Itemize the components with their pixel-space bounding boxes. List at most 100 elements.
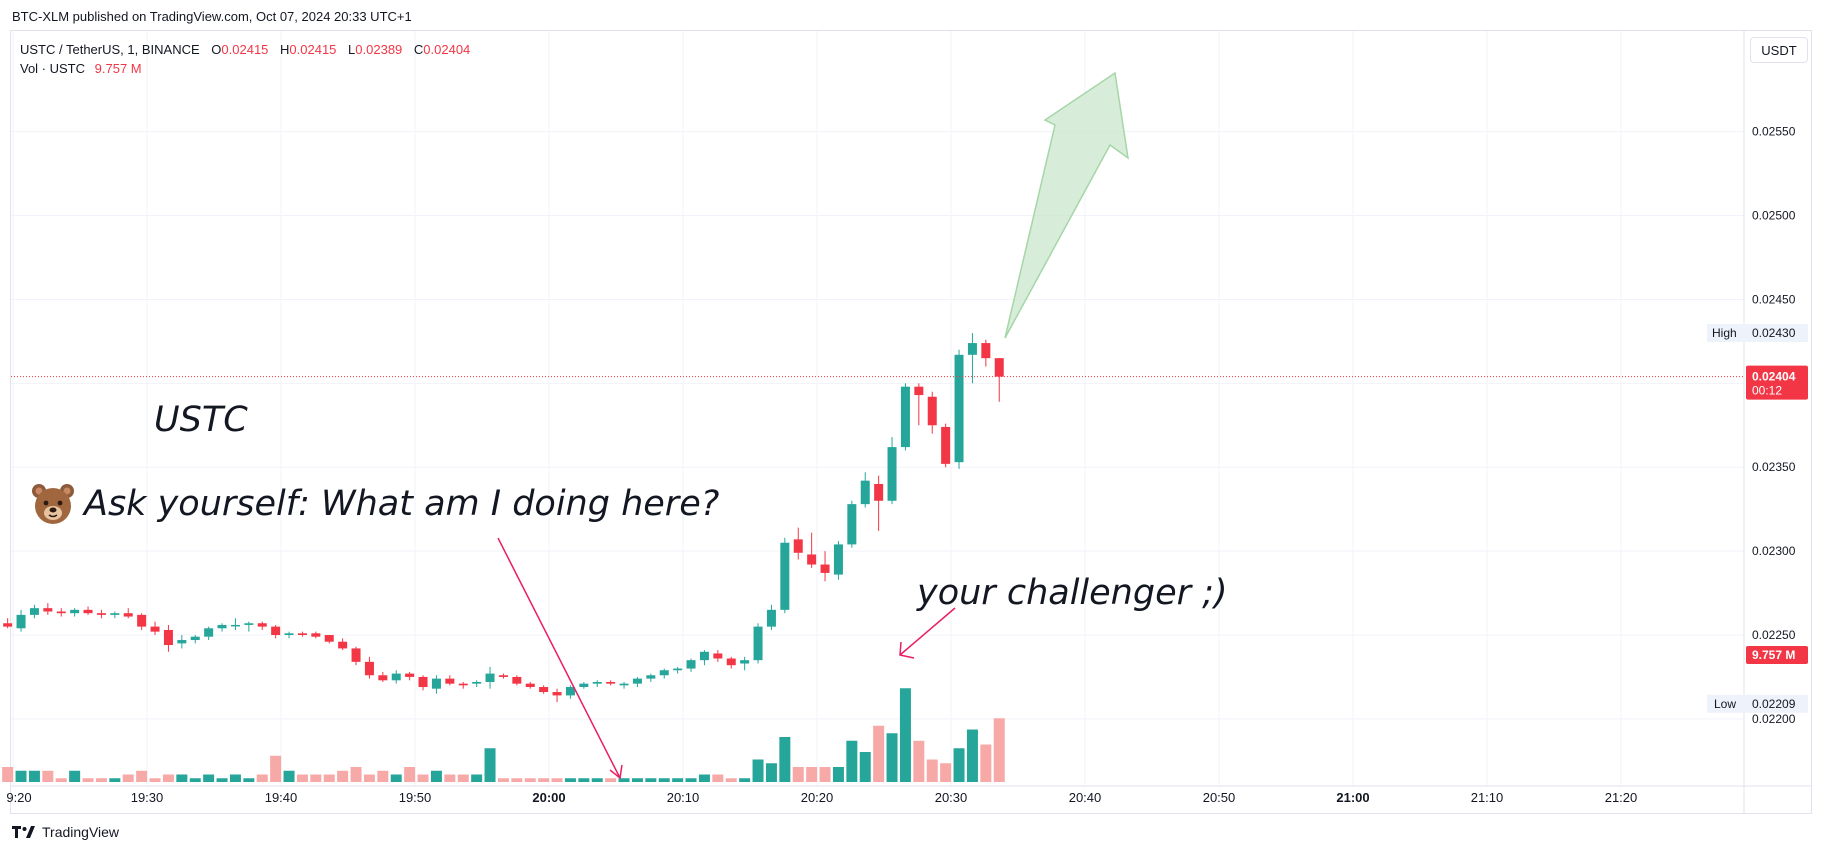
volume-bar [430,770,442,782]
y-tick-label: 0.02550 [1752,125,1796,139]
candle-body [820,564,830,573]
volume-bar [229,774,241,782]
volume-bar [444,774,456,782]
candle-body [3,623,13,627]
candle-body [324,635,334,642]
candle-body [914,386,924,396]
volume-key[interactable]: Vol · USTC [20,61,86,76]
symbol-label[interactable]: USTC / TetherUS, 1, BINANCE [20,42,200,57]
volume-bar [95,778,107,782]
candle-body [981,343,991,359]
volume-bar [524,778,536,782]
volume-bar [471,774,483,782]
candle-body [927,396,937,426]
volume-bar [176,774,188,782]
volume-bar [310,774,322,782]
volume-bar [162,774,174,782]
candle-body [525,683,535,688]
candle-body [686,660,696,669]
y-tick-label: 0.02300 [1752,544,1796,558]
footer: TradingView [12,824,119,840]
chart-frame [10,30,1812,814]
y-tick-label: 0.02250 [1752,628,1796,642]
low-badge-value: 0.02209 [1752,697,1796,711]
volume-bar [966,729,978,782]
volume-bar [417,774,429,782]
volume-bar [698,774,710,782]
candle-body [994,358,1004,377]
candle-body [445,678,455,684]
currency-button[interactable]: USDT [1750,37,1808,63]
volume-badge-value: 9.757 M [1752,648,1795,662]
footer-brand[interactable]: TradingView [42,824,120,840]
candle-body [338,641,348,649]
volume-bar [685,778,697,782]
tradingview-logo-icon[interactable] [12,825,36,839]
annotation-challenger[interactable]: your challenger ;) [917,573,1228,613]
candle-body [418,676,428,688]
last-price-badge-value: 0.02404 [1752,370,1796,384]
candle-body [217,624,227,629]
candle-body [257,623,267,627]
close-value: 0.02404 [423,42,471,57]
volume-bar [672,778,684,782]
up-arrow-drawing [1004,71,1130,339]
countdown-label: 00:12 [1752,384,1782,398]
candle-body [431,678,441,689]
y-tick-label: 0.02350 [1752,460,1796,474]
candle-body [137,614,147,627]
candle-body [244,623,254,625]
volume-bar [323,774,335,782]
volume-bar [497,778,509,782]
candle-body [498,675,508,677]
candle-body [83,609,93,614]
high-badge-bg [1707,324,1808,342]
volume-bar [538,778,550,782]
candle-body [163,629,173,646]
candle-body [673,668,683,671]
annotation-ask[interactable]: Ask yourself: What am I doing here? [30,481,719,527]
volume-bar [846,740,858,782]
pointer-head-ask [609,764,623,780]
candle-body [900,386,910,448]
x-tick-label: 19:50 [399,790,432,805]
last-price-badge-bg [1746,365,1808,400]
volume-bar [283,770,295,782]
chart-legend: USTC / TetherUS, 1, BINANCE O0.02415 H0.… [20,40,470,78]
volume-bar [779,737,791,782]
volume-bar [980,744,992,782]
pointer-line-ask [497,537,621,779]
high-value: 0.02415 [289,42,337,57]
pointer-line-challenger [899,607,956,656]
candle-body [646,675,656,679]
candle-body [110,613,120,615]
annotation-ustc[interactable]: USTC [154,400,248,440]
candle-body [311,633,321,637]
volume-bar [631,778,643,782]
volume-bar [899,688,911,782]
volume-bar [82,778,94,782]
candle-body [874,484,884,501]
volume-bar [15,770,27,782]
candle-body [56,611,66,614]
candle-body [941,426,951,464]
volume-bar [270,755,282,782]
volume-bar [712,774,724,782]
x-tick-label: 20:00 [532,790,565,805]
volume-bar [2,767,14,782]
candle-body [713,653,723,659]
open-value: 0.02415 [221,42,269,57]
candle-body [860,480,870,505]
volume-bar [203,774,215,782]
y-tick-label: 0.02200 [1752,712,1796,726]
candle-body [579,683,589,688]
volume-bar [605,778,617,782]
x-tick-label: 19:30 [131,790,164,805]
candle-body [766,609,776,627]
volume-value: 9.757 M [94,61,142,76]
candle-body [177,640,187,644]
volume-bar [739,778,751,782]
candle-body [284,633,294,635]
volume-bar [337,770,349,782]
